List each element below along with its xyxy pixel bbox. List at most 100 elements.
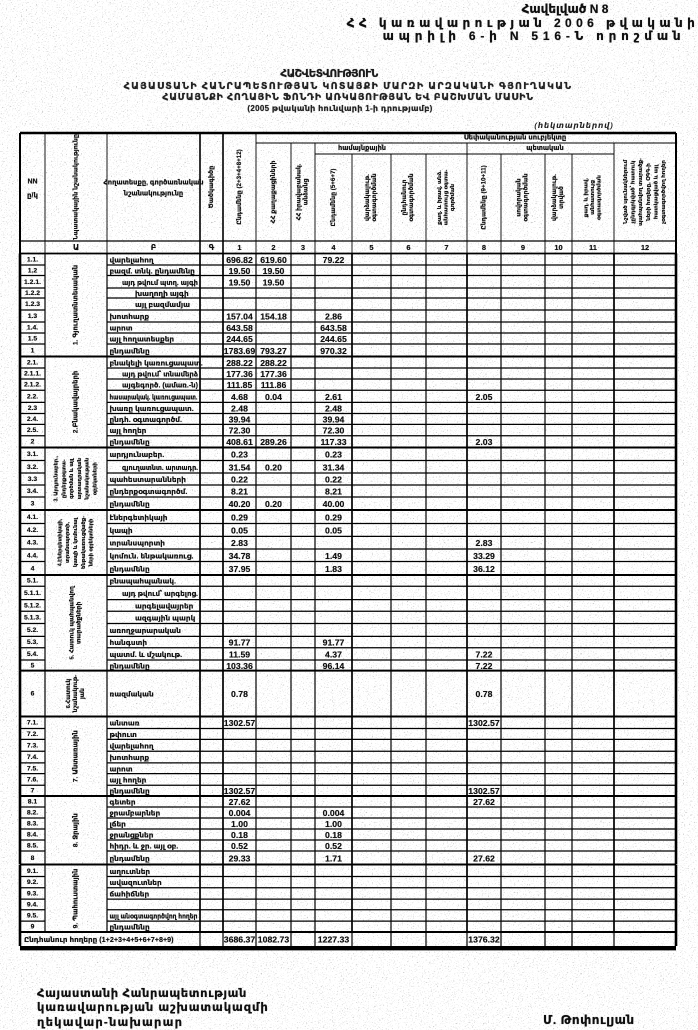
svg-text:1.5: 1.5 [28,336,38,343]
svg-text:8.1: 8.1 [28,799,38,806]
svg-text:ընդամենը: ընդամենը [110,438,150,447]
svg-text:3.3: 3.3 [28,476,38,483]
svg-text:177.36: 177.36 [260,369,287,379]
svg-text:աղուտներ: աղուտներ [110,867,151,876]
svg-text:31.54: 31.54 [229,462,251,472]
svg-text:111.85: 111.85 [227,380,253,390]
svg-text:չօգտագործվող հողեր: չօգտագործվող հողեր [661,160,667,224]
svg-text:27.62: 27.62 [473,853,495,863]
svg-text:2.3: 2.3 [28,405,38,412]
svg-text:լճեր: լճեր [110,820,127,829]
svg-text:96.14: 96.14 [323,661,345,671]
svg-text:2.4.: 2.4. [27,416,38,423]
svg-text:8.21: 8.21 [231,487,248,497]
svg-text:վարելահող: վարելահող [110,255,155,264]
svg-text:1227.33: 1227.33 [318,935,350,945]
svg-text:չընդգրկված՝ հատուկ: չընդգրկված՝ հատուկ [629,160,637,223]
svg-text:2.1.: 2.1. [27,359,38,366]
svg-text:անհատույց օգտա-: անհատույց օգտա- [444,169,450,225]
svg-text:1.71: 1.71 [325,853,342,863]
svg-text:յան: յան [80,688,86,700]
svg-text:1: 1 [31,347,35,354]
svg-text:37.95: 37.95 [229,564,251,574]
svg-text:կապի: կապի [110,526,133,535]
svg-text:9.2.: 9.2. [27,879,38,886]
svg-text:8.5.: 8.5. [27,843,38,850]
svg-text:40.00: 40.00 [323,499,345,509]
svg-text:40.20: 40.20 [229,499,251,509]
svg-text:6: 6 [406,243,410,252]
svg-text:ընդերքօգտա-: ընդերքօգտա- [61,459,67,498]
svg-text:0.18: 0.18 [231,830,248,840]
svg-text:4: 4 [31,565,35,572]
svg-text:հիդր. և ջր. այլ օբ.: հիդր. և ջր. այլ օբ. [110,842,179,851]
svg-text:2.Բնակավայրերի: 2.Բնակավայրերի [73,371,80,433]
svg-text:1.2.3: 1.2.3 [25,301,40,308]
svg-text:8.3.: 8.3. [27,821,38,828]
svg-text:5: 5 [31,662,35,669]
svg-text:0.05: 0.05 [325,525,342,535]
svg-text:ը/կ: ը/կ [27,193,38,200]
svg-text:օգտագործման: օգտագործման [409,173,415,221]
svg-text:այդ թվում՝ արգելոց.: այդ թվում՝ արգելոց. [122,589,198,598]
svg-text:վարձակալութ.: վարձակալութ. [365,174,371,221]
svg-text:7.6.: 7.6. [27,776,38,783]
svg-text:0.20: 0.20 [265,462,282,472]
svg-text:բնապահպանակ.: բնապահպանակ. [110,577,177,586]
svg-text:Սեփականության սուբյեկտը: Սեփականության սուբյեկտը [464,135,567,142]
svg-text:օգտագործման: օգտագործման [524,173,530,221]
svg-text:ջրամբարներ: ջրամբարներ [110,809,161,818]
svg-text:5.3.: 5.3. [27,639,38,646]
svg-text:111.86: 111.86 [261,380,287,390]
svg-text:խառը կառուցապատ.: խառը կառուցապատ. [110,404,194,413]
svg-text:970.32: 970.32 [320,346,347,356]
svg-text:1302.57: 1302.57 [468,718,500,728]
svg-text:սովորական: սովորական [516,178,522,216]
svg-text:72.30: 72.30 [229,426,251,436]
svg-text:39.94: 39.94 [323,414,345,424]
svg-text:անձանց: անձանց [304,179,310,206]
svg-text:10: 10 [554,243,562,252]
svg-text:2: 2 [271,243,275,252]
svg-text:2.2.: 2.2. [27,393,38,400]
svg-text:0.29: 0.29 [231,512,248,522]
svg-text:NN: NN [27,179,37,186]
svg-text:0.52: 0.52 [231,841,248,851]
svg-text:վարձակալութ.: վարձակալութ. [552,174,558,221]
svg-text:7.3.: 7.3. [27,742,38,749]
svg-text:օգտագործման: օգտագործման [597,175,603,220]
svg-text:օգտագործման: օգտագործման [372,173,378,221]
svg-text:2.03: 2.03 [476,437,493,447]
svg-text:ընդամենը: ընդամենը [110,564,150,573]
svg-text:5: 5 [369,243,373,252]
svg-text:2.61: 2.61 [325,392,342,402]
svg-text:ճահիճներ: ճահիճներ [110,889,150,898]
svg-text:արտադրական: արտադրական [77,458,83,499]
svg-text:1783.69: 1783.69 [224,346,256,356]
svg-text:177.36: 177.36 [226,369,253,379]
svg-text:33.29: 33.29 [473,551,495,561]
svg-text:7. Անտառային: 7. Անտառային [73,730,80,782]
svg-text:0.04: 0.04 [265,392,282,402]
svg-text:79.22: 79.22 [323,255,345,265]
svg-text:գործման: գործման [450,184,456,212]
svg-text:1.2.1.: 1.2.1. [24,279,41,286]
svg-text:ընդամենը: ընդամենը [110,854,150,863]
svg-text:7: 7 [31,788,35,795]
svg-text:ՀՀ իրավաբանակ.: ՀՀ իրավաբանակ. [296,163,302,220]
svg-text:1376.32: 1376.32 [468,935,500,945]
svg-text:4: 4 [331,243,336,252]
svg-text:7.22: 7.22 [476,661,493,671]
svg-text:4.1.: 4.1. [27,514,38,521]
svg-text:1302.57: 1302.57 [224,718,256,728]
svg-text:8.2.: 8.2. [27,810,38,817]
svg-text:տրված: տրված [559,186,565,209]
svg-text:91.77: 91.77 [323,638,345,648]
svg-text:5.1.3.: 5.1.3. [24,614,41,621]
svg-text:3. Արդյունաբեր.,: 3. Արդյունաբեր., [54,455,60,501]
svg-text:4.3.: 4.3. [27,540,38,547]
svg-text:արոտ: արոտ [110,764,133,773]
svg-text:244.65: 244.65 [226,334,253,344]
svg-text:անհատույց: անհատույց [590,180,596,215]
svg-text:0.004: 0.004 [229,808,251,818]
